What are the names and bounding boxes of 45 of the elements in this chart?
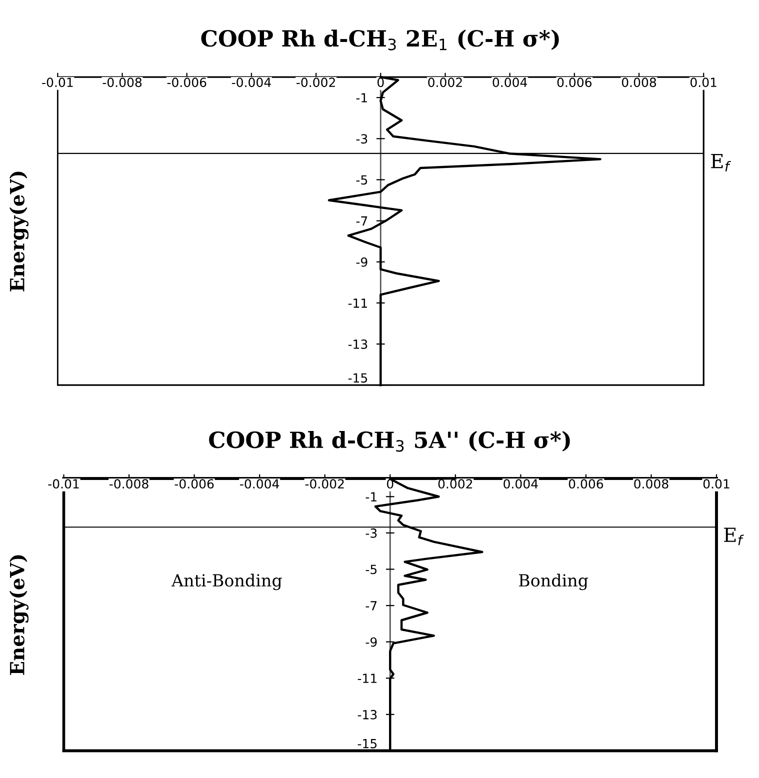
x-tick-label: -0.006 bbox=[167, 78, 206, 88]
chart-title: COOP Rh d-CH$_{3}$ 5A'' (C-H σ*) bbox=[209, 431, 570, 452]
y-tick-label: -9 bbox=[356, 257, 368, 267]
x-tick-label: -0.008 bbox=[109, 479, 148, 489]
y-tick-label: -15 bbox=[348, 373, 368, 383]
ref-line-label: E$_{f}$ bbox=[711, 154, 731, 172]
y-tick-label: -1 bbox=[356, 93, 367, 102]
y-tick-label: -11 bbox=[348, 298, 367, 308]
y-tick-label: -13 bbox=[348, 340, 368, 349]
x-tick-label: -0.004 bbox=[232, 78, 271, 88]
x-tick-label: -0.004 bbox=[240, 479, 280, 489]
y-tick-label: -1 bbox=[366, 492, 376, 502]
y-tick-label: -3 bbox=[366, 528, 377, 538]
y-axis-title: Energy(eV) bbox=[9, 555, 29, 675]
x-tick-label: -0.002 bbox=[296, 78, 335, 88]
x-tick-label: 0.002 bbox=[428, 78, 462, 88]
x-tick-label: 0.01 bbox=[703, 479, 730, 489]
x-tick-label: -0.01 bbox=[42, 78, 73, 88]
x-tick-label: 0 bbox=[377, 78, 384, 88]
y-tick-label: -3 bbox=[356, 134, 368, 144]
y-tick-label: -7 bbox=[356, 216, 368, 226]
chart-title: COOP Rh d-CH$_{3}$ 2E$_{1}$ (C-H σ*) bbox=[201, 30, 559, 50]
x-tick-label: 0.01 bbox=[690, 78, 716, 88]
x-tick-label: -0.002 bbox=[305, 479, 344, 489]
ref-line-label: E$_{f}$ bbox=[724, 528, 744, 546]
y-tick-label: -13 bbox=[358, 710, 377, 720]
y-tick-label: -15 bbox=[358, 739, 377, 748]
x-tick-label: 0.008 bbox=[622, 78, 656, 88]
y-tick-label: -5 bbox=[356, 175, 368, 185]
y-tick-label: -5 bbox=[366, 564, 377, 574]
annotation: Bonding bbox=[519, 574, 588, 590]
y-tick-label: -11 bbox=[358, 674, 376, 683]
x-tick-label: -0.008 bbox=[102, 78, 142, 88]
x-tick-label: -0.006 bbox=[174, 479, 214, 489]
y-tick-label: -9 bbox=[366, 637, 377, 647]
x-tick-label: -0.01 bbox=[48, 479, 79, 489]
x-tick-label: 0.004 bbox=[504, 479, 538, 489]
annotation: Anti-Bonding bbox=[171, 574, 282, 590]
y-tick-label: -7 bbox=[366, 601, 377, 610]
x-tick-label: 0.008 bbox=[634, 479, 668, 489]
x-tick-label: 0.006 bbox=[557, 78, 592, 88]
x-tick-label: 0.004 bbox=[492, 78, 528, 88]
y-axis-title: Energy(eV) bbox=[9, 172, 29, 292]
x-tick-label: 0.006 bbox=[568, 479, 604, 489]
x-tick-label: 0.002 bbox=[438, 479, 472, 489]
